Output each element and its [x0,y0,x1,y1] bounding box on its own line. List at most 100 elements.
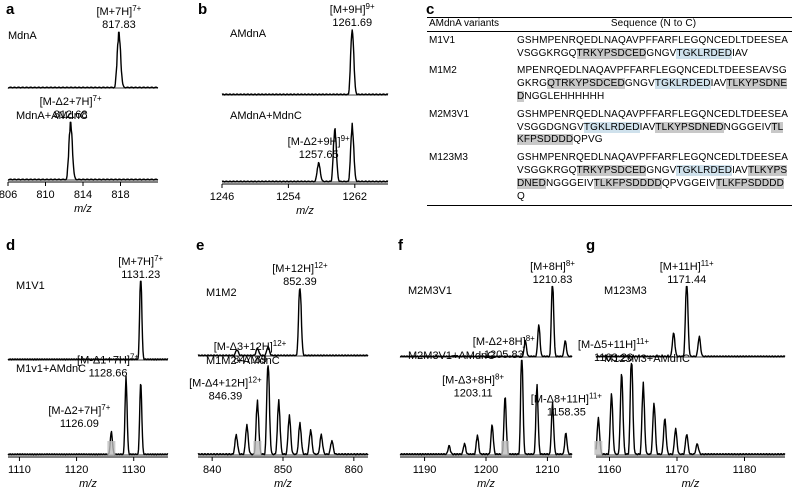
table-body: M1V1 GSHMPENRQEDLNAQAVPFFARFLEGQNCEDLTDEE… [427,32,792,206]
peak-label: [M-Δ2+7H]7+ [40,94,102,108]
series-name: M1V1 [16,280,45,292]
sequence-segment: TGKLRDED [583,121,640,133]
x-tick-label: 1190 [413,464,437,476]
peak-label: [M-Δ2+7H]7+ [48,403,110,417]
minor-species-highlight [501,441,510,455]
sequence-table: AMdnA variants Sequence (N to C) M1V1 GSH… [427,17,792,207]
peak-label: [M+8H]8+ [530,259,575,273]
sequence-segment: GSHMPENRQEDLNAQAVPFFARFLEGQNCEDLTDEESEAV… [517,152,789,176]
series-name: M2M3V1 [408,285,452,297]
panel-label-f: f [398,237,404,254]
sequence-segment: GNGV [624,78,655,90]
header-variant: AMdnA variants [429,18,500,29]
series-name: M123M3 [604,285,647,297]
sequence-segment: TGKLRDED [676,47,733,59]
x-tick-label: 1120 [65,464,89,476]
panel-label-d: d [6,237,15,254]
peak-label: [M+9H]9+ [330,2,375,16]
peak-label: [M-Δ5+11H]11+ [578,337,650,351]
sequence-segment: TLKFPSDDDD [593,177,662,189]
sequence-segment: NGGLEHHHHHH [524,90,605,102]
sequence-segment: GSHMPENRQEDLNAQAVPFFARFLEGQNCEDLTDEESEAV… [517,108,789,133]
panel-label-e: e [196,237,204,254]
sequence-segment: Q [517,190,525,202]
series-name: AMdnA+MdnC [230,110,302,122]
sequence-segment: TLKFPSDDDD [715,177,785,189]
series-name: MdnA [8,30,37,42]
sequence-segment: NGGGEIV [723,121,772,133]
series-up [221,29,389,96]
panel-label-c: c [426,1,434,18]
sequence-cell: GSHMPENRQEDLNAQAVPFFARFLEGQNCEDLTDEESEAV… [517,152,790,203]
peak-value: 1257.65 [299,149,339,161]
table-row: M123M3 GSHMPENRQEDLNAQAVPFFARFLEGQNCEDLTD… [427,149,792,205]
x-axis-label: m/z [477,478,495,489]
peak-value: 817.83 [102,19,136,31]
peak-value: 1210.83 [533,274,573,286]
peak-value: 846.39 [209,390,243,402]
spectrum-trace [595,362,786,456]
x-tick-label: 814 [74,189,92,201]
peak-label: [M-Δ4+12H]12+ [189,375,262,389]
sequence-segment: QPVG [573,134,603,146]
x-tick-label: 1130 [122,464,146,476]
x-axis-label: m/z [296,205,314,217]
table-row: M1M2 MPENRQEDLNAQAVPFFARFLEGQNCEDLTDEESEA… [427,62,792,105]
panel-label-a: a [6,1,15,18]
x-tick-label: 840 [203,464,221,476]
series-name: M1M2+AMdnC [206,355,280,367]
series-name: M2M3V1+AMdnC [408,350,495,362]
x-axis-label: m/z [682,478,700,489]
series-up [595,285,786,358]
peak-label: [M-Δ3+12H]12+ [214,339,287,353]
minor-species-highlight [107,441,116,455]
series-name: M1M2 [206,287,237,299]
peak-label: [M-Δ8+11H]11+ [531,392,603,406]
x-tick-label: 850 [274,464,292,476]
variant-name: M1V1 [429,34,456,46]
series-lo [7,375,169,456]
x-tick-label: 1254 [276,191,300,203]
sequence-cell: MPENRQEDLNAQAVPFFARFLEGQNCEDLTDEESEAVSGG… [517,65,790,103]
variant-name: M123M3 [429,152,468,164]
variant-name: M2M3V1 [429,108,470,120]
spectrum-trace [399,359,573,456]
panel-label-b: b [198,1,207,18]
x-tick-label: 818 [111,189,129,201]
peak-value: 1128.66 [89,368,128,380]
table-row: M1V1 GSHMPENRQEDLNAQAVPFFARFLEGQNCEDLTDEE… [427,32,792,63]
spectrum-trace [7,280,169,361]
x-tick-label: 1200 [474,464,498,476]
sequence-segment: IAV [710,78,727,90]
peak-label: [M+12H]12+ [272,261,328,275]
variant-name: M1M2 [429,65,457,77]
x-tick-label: 1160 [598,464,622,476]
sequence-segment: GNGV [646,164,677,176]
x-tick-label: 810 [36,189,54,201]
peak-value: 1158.35 [547,407,586,419]
sequence-segment: NGGGEIV [545,177,594,189]
sequence-segment: IAV [732,164,748,176]
peak-value: 1205.83 [484,349,524,361]
peak-value: 1126.09 [60,418,99,430]
peak-value: 812.68 [54,109,88,121]
x-tick-label: 860 [345,464,363,476]
x-tick-label: 1180 [733,464,757,476]
sequence-segment: MPENRQEDLNAQAVPFFARFLEGQNCEDLTDEESEAVSGG… [517,65,787,90]
x-axis-label: m/z [74,203,92,215]
x-tick-label: 1110 [8,464,31,476]
sequence-segment: GNGV [646,47,677,59]
minor-species-highlight [253,441,262,455]
series-up [7,31,159,89]
peak-label: [M-Δ3+8H]8+ [442,373,504,387]
spectrum-trace [7,121,159,181]
series-lo [399,359,573,456]
x-tick-label: 806 [0,189,17,201]
sequence-segment: GSHMPENRQEDLNAQAVPFFARFLEGQNCEDLTDEESEAV… [517,34,789,59]
table-header: AMdnA variants Sequence (N to C) [427,18,792,32]
peak-value: 1131.23 [121,269,160,281]
sequence-segment: IAV [639,121,656,133]
sequence-cell: GSHMPENRQEDLNAQAVPFFARFLEGQNCEDLTDEESEAV… [517,35,790,61]
peak-value: 1163.26 [594,352,633,364]
